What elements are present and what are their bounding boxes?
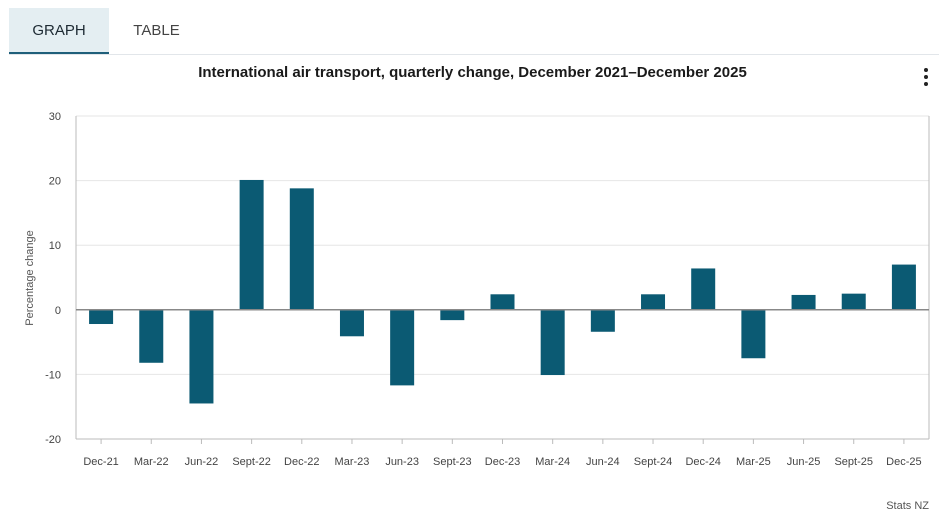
bar-mar-24[interactable]	[540, 309, 565, 376]
bar-jun-24[interactable]	[590, 309, 615, 332]
bar-sept-22[interactable]	[239, 179, 264, 310]
tab-graph[interactable]: GRAPH	[9, 8, 109, 54]
bar-dec-24[interactable]	[691, 268, 716, 310]
y-tick-label: -20	[45, 434, 61, 446]
x-tick-label: Jun-24	[586, 456, 620, 468]
x-tick-label: Sept-25	[834, 456, 873, 468]
bar-jun-25[interactable]	[791, 294, 816, 310]
x-tick-label: Dec-24	[685, 456, 720, 468]
x-tick-label: Mar-23	[335, 456, 370, 468]
x-tick-label: Dec-21	[83, 456, 118, 468]
y-tick-label: 20	[49, 176, 61, 188]
bar-dec-22[interactable]	[289, 188, 314, 310]
x-tick-label: Sept-22	[232, 456, 271, 468]
x-tick-label: Jun-25	[787, 456, 821, 468]
x-tick-label: Dec-25	[886, 456, 921, 468]
x-tick-label: Mar-25	[736, 456, 771, 468]
labels-layer: -20 -10 0 10 20 30 Dec-21 Mar-22 Jun-22 Sept-22 De…	[45, 111, 922, 468]
y-tick-label: -10	[45, 369, 61, 381]
bar-dec-21[interactable]	[89, 309, 114, 325]
axis-layer	[75, 116, 930, 444]
bar-jun-23[interactable]	[390, 309, 415, 386]
y-tick-label: 0	[55, 305, 61, 317]
bar-mar-22[interactable]	[139, 309, 164, 363]
y-tick-label: 10	[49, 240, 61, 252]
bars-layer	[89, 179, 916, 404]
bar-mar-25[interactable]	[741, 309, 766, 359]
x-tick-label: Jun-23	[385, 456, 419, 468]
x-tick-label: Jun-22	[185, 456, 219, 468]
tab-table[interactable]: TABLE	[133, 22, 180, 39]
source-credit: Stats NZ	[886, 500, 929, 512]
tab-bar: GRAPH TABLE	[9, 8, 939, 55]
x-tick-label: Mar-22	[134, 456, 169, 468]
y-tick-label: 30	[49, 111, 61, 123]
chart-title: International air transport, quarterly c…	[198, 64, 747, 81]
bar-dec-23[interactable]	[490, 294, 515, 310]
bar-sept-24[interactable]	[641, 294, 666, 310]
bar-mar-23[interactable]	[339, 309, 364, 337]
x-tick-label: Dec-23	[485, 456, 520, 468]
bar-jun-22[interactable]	[189, 309, 214, 404]
x-tick-label: Sept-23	[433, 456, 472, 468]
bar-sept-23[interactable]	[440, 309, 465, 321]
bar-dec-25[interactable]	[891, 264, 916, 310]
bar-sept-25[interactable]	[841, 293, 866, 310]
kebab-menu-icon[interactable]	[918, 66, 934, 88]
x-tick-label: Sept-24	[634, 456, 673, 468]
x-tick-label: Mar-24	[535, 456, 570, 468]
y-axis-label: Percentage change	[24, 230, 36, 325]
x-tick-label: Dec-22	[284, 456, 319, 468]
